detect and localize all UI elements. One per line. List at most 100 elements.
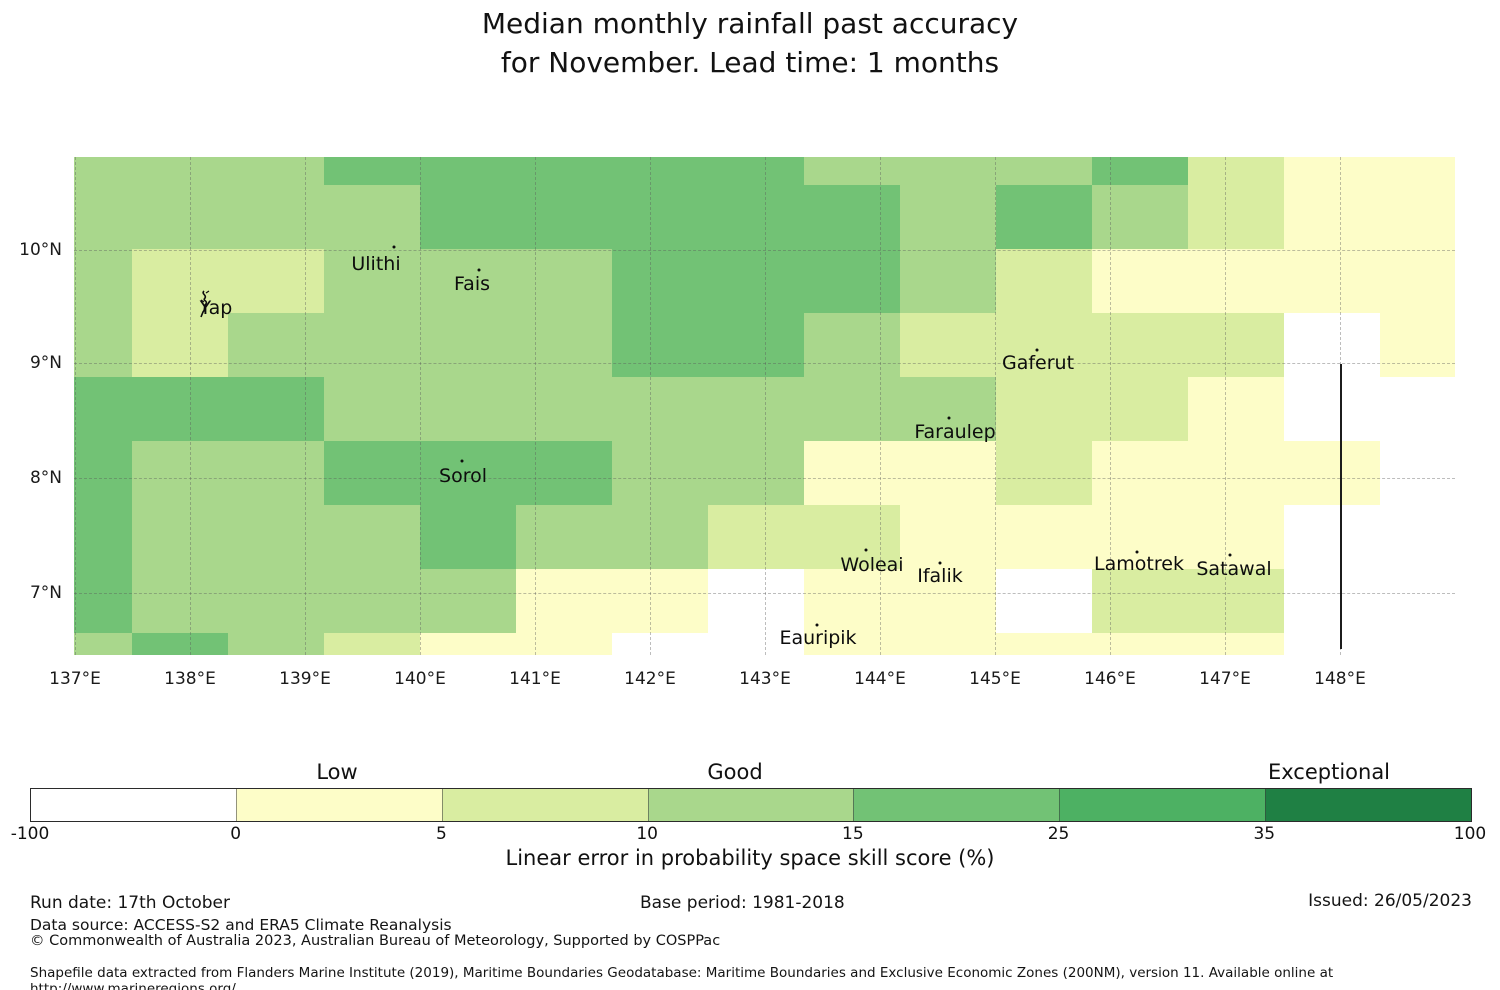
grid-cell [804,185,900,249]
grid-cell [1284,569,1380,633]
grid-cell [74,569,132,633]
grid-cell [516,185,612,249]
lat-gridline [74,593,1455,594]
island-dot [1135,550,1139,554]
grid-cell [804,249,900,313]
grid-cell [228,313,324,377]
grid-cell [612,249,708,313]
grid-cell [1188,157,1284,185]
island-label: Woleai [840,554,904,576]
y-tick-label: 7°N [29,583,62,603]
grid-cell [804,441,900,505]
x-tick-label: 142°E [624,669,676,689]
grid-cell [612,441,708,505]
island-dot [938,561,942,565]
grid-cell [74,505,132,569]
grid-cell [708,185,804,249]
grid-cell [708,157,804,185]
eez-boundary-line [1340,364,1342,649]
grid-cell [612,505,708,569]
grid-cell [324,441,420,505]
lon-gridline [190,157,191,655]
grid-cell [900,441,996,505]
lon-gridline [650,157,651,655]
colorbar-tick-label: 100 [1453,824,1487,844]
x-tick-label: 140°E [394,669,446,689]
island-dot [947,416,951,420]
grid-cell [708,441,804,505]
grid-cell [996,313,1092,377]
grid-cell [132,377,228,441]
grid-cell [804,569,900,633]
island-dot [392,245,396,249]
lon-gridline [880,157,881,655]
grid-cell [74,313,132,377]
grid-cell [1092,505,1188,569]
grid-cell [996,249,1092,313]
grid-cell [132,441,228,505]
grid-cell [74,633,132,655]
grid-cell [996,569,1092,633]
lat-gridline [74,478,1455,479]
grid-cell [804,505,900,569]
grid-cell [516,313,612,377]
colorbar-tick-label: 25 [1047,824,1070,844]
grid-cell [228,249,324,313]
grid-cell [74,157,132,185]
grid-cell [420,569,516,633]
grid-cell [900,313,996,377]
island-dot [1035,348,1039,352]
grid-cell [420,441,516,505]
x-tick-label: 141°E [509,669,561,689]
grid-cell [420,157,516,185]
grid-cell [74,249,132,313]
colorbar [30,788,1472,822]
grid-cell [1380,249,1455,313]
grid-cell [516,569,612,633]
map-canvas: Yap Ulithi Fais Sorol Gaferut Faraulep Woleai I… [74,157,1455,655]
grid-cell [420,377,516,441]
grid-cell [1380,505,1455,569]
grid-cell [324,249,420,313]
grid-cell [1284,505,1380,569]
x-tick-label: 143°E [739,669,791,689]
grid-cell [1380,185,1455,249]
grid-cell [228,157,324,185]
grid-cell [1188,569,1284,633]
grid-cell [1380,157,1455,185]
grid-cell [1380,441,1455,505]
colorbar-tick-label: 35 [1253,824,1276,844]
colorbar-tick-label: 5 [436,824,447,844]
lon-gridline [1110,157,1111,655]
colorbar-segment [235,789,442,821]
colorbar-segment [441,789,648,821]
colorbar-zone-label: Good [707,760,763,784]
grid-cell [612,377,708,441]
grid-cell [420,633,516,655]
grid-cell [324,185,420,249]
colorbar-tick-label: -100 [10,824,50,844]
grid-cell [996,185,1092,249]
lon-gridline [75,157,76,655]
grid-cell [516,377,612,441]
grid-cell [132,249,228,313]
grid-cell [132,569,228,633]
island-dot [815,623,819,627]
grid-cell [1092,633,1188,655]
grid-cell [420,505,516,569]
grid-cell [1284,441,1380,505]
x-tick-label: 147°E [1199,669,1251,689]
grid-cell [1092,185,1188,249]
grid-cell [1188,249,1284,313]
grid-cell [996,157,1092,185]
grid-cell [804,633,900,655]
data-source-text: Data source: ACCESS-S2 and ERA5 Climate … [30,916,452,934]
island-label: Sorol [439,465,487,487]
colorbar-zone-label: Exceptional [1267,760,1391,784]
lat-gridline [74,363,1455,364]
grid-cell [996,633,1092,655]
grid-cell [900,633,996,655]
chart-title: Median monthly rainfall past accuracy fo… [0,4,1500,82]
grid-cell [324,633,420,655]
